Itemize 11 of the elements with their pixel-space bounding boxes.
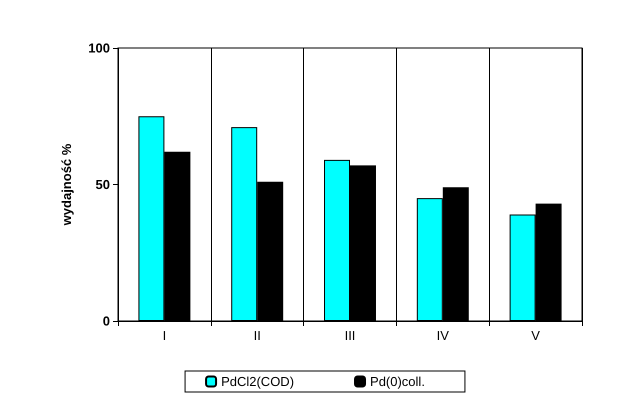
- x-tick-label: V: [531, 328, 540, 343]
- x-tick-label: IV: [436, 328, 450, 343]
- x-tick-label: III: [344, 328, 356, 343]
- y-axis-title: wydajność %: [59, 143, 74, 226]
- x-tick-label: I: [162, 328, 166, 343]
- legend-label: PdCl2(COD): [221, 374, 294, 389]
- y-tick-label: 100: [88, 40, 110, 56]
- y-tick-label: 50: [96, 177, 110, 192]
- x-tick-label: II: [254, 328, 261, 343]
- legend-label: Pd(0)coll.: [370, 374, 425, 389]
- y-tick-label: 0: [102, 314, 110, 328]
